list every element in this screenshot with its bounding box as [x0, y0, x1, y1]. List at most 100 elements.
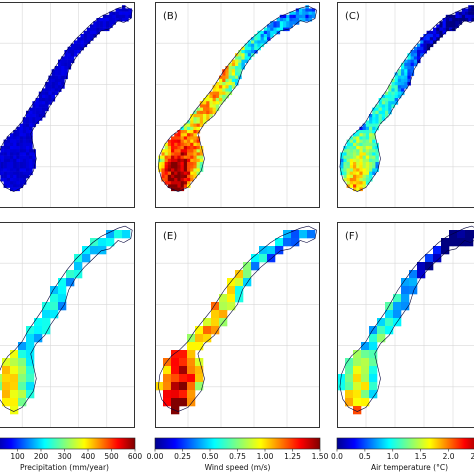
raster-cell — [6, 184, 11, 188]
raster-cell — [391, 94, 395, 99]
raster-cell — [50, 294, 59, 303]
raster-cell — [362, 171, 367, 176]
raster-cell — [426, 43, 431, 48]
raster-cell — [167, 162, 172, 166]
raster-cell — [349, 168, 354, 172]
raster-cell — [362, 162, 367, 166]
raster-cell — [346, 178, 351, 182]
raster-cell — [369, 366, 378, 375]
raster-cell — [378, 114, 383, 118]
raster-cell — [461, 11, 466, 16]
raster-cell — [190, 133, 194, 137]
raster-cell — [22, 155, 27, 160]
raster-cell — [19, 155, 24, 160]
colorbar-gradient — [336, 437, 474, 450]
raster-cell — [345, 366, 354, 375]
raster-cell — [171, 374, 180, 383]
raster-cell — [247, 50, 252, 54]
raster-cell — [3, 165, 8, 169]
raster-cell — [187, 382, 196, 391]
raster-cell — [276, 21, 281, 25]
raster-cell — [468, 11, 472, 16]
raster-cell — [177, 152, 181, 156]
raster-cell — [286, 21, 290, 25]
raster-cell — [346, 139, 351, 144]
norway-outline — [157, 225, 318, 412]
raster-cell — [167, 174, 172, 179]
colorbar-gradient — [154, 437, 321, 450]
raster-cell — [125, 14, 129, 19]
raster-cell — [365, 130, 370, 134]
raster-cell — [465, 8, 469, 12]
raster-cell — [32, 117, 36, 121]
raster-cell — [29, 123, 33, 128]
raster-cell — [340, 152, 344, 156]
raster-cell — [372, 133, 376, 137]
raster-cell — [441, 246, 450, 255]
raster-cell — [32, 120, 36, 124]
raster-cell — [171, 165, 175, 169]
raster-cell — [212, 107, 217, 112]
raster-cell — [219, 82, 223, 86]
raster-cell — [231, 69, 236, 73]
raster-cell — [471, 18, 474, 22]
raster-cell — [183, 178, 188, 182]
raster-cell — [375, 117, 379, 121]
raster-cell — [42, 114, 46, 118]
raster-cell — [29, 165, 33, 169]
raster-cell — [238, 66, 242, 70]
raster-cell — [231, 75, 236, 80]
raster-cell — [361, 366, 370, 375]
raster-cell — [346, 168, 351, 172]
raster-cell — [439, 21, 443, 25]
raster-cell — [394, 98, 399, 102]
raster-cell — [190, 178, 194, 182]
raster-cell — [29, 171, 33, 176]
raster-cell — [209, 98, 213, 102]
raster-cell — [372, 155, 376, 160]
raster-cell — [273, 21, 277, 25]
raster-cell — [346, 171, 351, 176]
raster-cell — [353, 146, 357, 150]
raster-cell — [22, 123, 27, 128]
raster-cell — [203, 107, 207, 112]
raster-cell — [187, 165, 191, 169]
raster-cell — [203, 98, 207, 102]
raster-cell — [211, 310, 220, 319]
raster-cell — [10, 146, 14, 150]
raster-cell — [171, 139, 175, 144]
raster-cell — [372, 171, 376, 176]
raster-cell — [391, 91, 395, 96]
raster-cell — [279, 24, 284, 28]
raster-cell — [372, 136, 376, 140]
raster-cell — [372, 149, 376, 153]
raster-cell — [365, 178, 370, 182]
raster-cell — [196, 117, 201, 121]
raster-cell — [385, 326, 394, 335]
raster-cell — [45, 94, 49, 99]
raster-cell — [343, 155, 347, 160]
raster-cell — [190, 168, 194, 172]
colorbar-tick-label: 1.00 — [257, 452, 274, 461]
raster-cell — [171, 168, 175, 172]
raster-cell — [58, 75, 62, 80]
raster-cell — [449, 21, 453, 25]
raster-cell — [32, 155, 36, 160]
raster-cell — [353, 136, 357, 140]
raster-cell — [394, 78, 399, 83]
raster-cell — [90, 246, 99, 255]
raster-cell — [109, 24, 113, 28]
raster-cell — [77, 43, 81, 48]
raster-cell — [394, 85, 399, 89]
raster-cell — [190, 136, 194, 140]
raster-cell — [353, 374, 362, 383]
raster-cell — [109, 14, 113, 19]
raster-cell — [118, 18, 123, 22]
raster-cell — [0, 168, 4, 172]
raster-cell — [369, 174, 373, 179]
raster-cell — [417, 50, 421, 54]
raster-cell — [179, 398, 188, 407]
raster-cell — [106, 230, 115, 239]
raster-cell — [80, 34, 84, 38]
raster-cell — [13, 168, 17, 172]
